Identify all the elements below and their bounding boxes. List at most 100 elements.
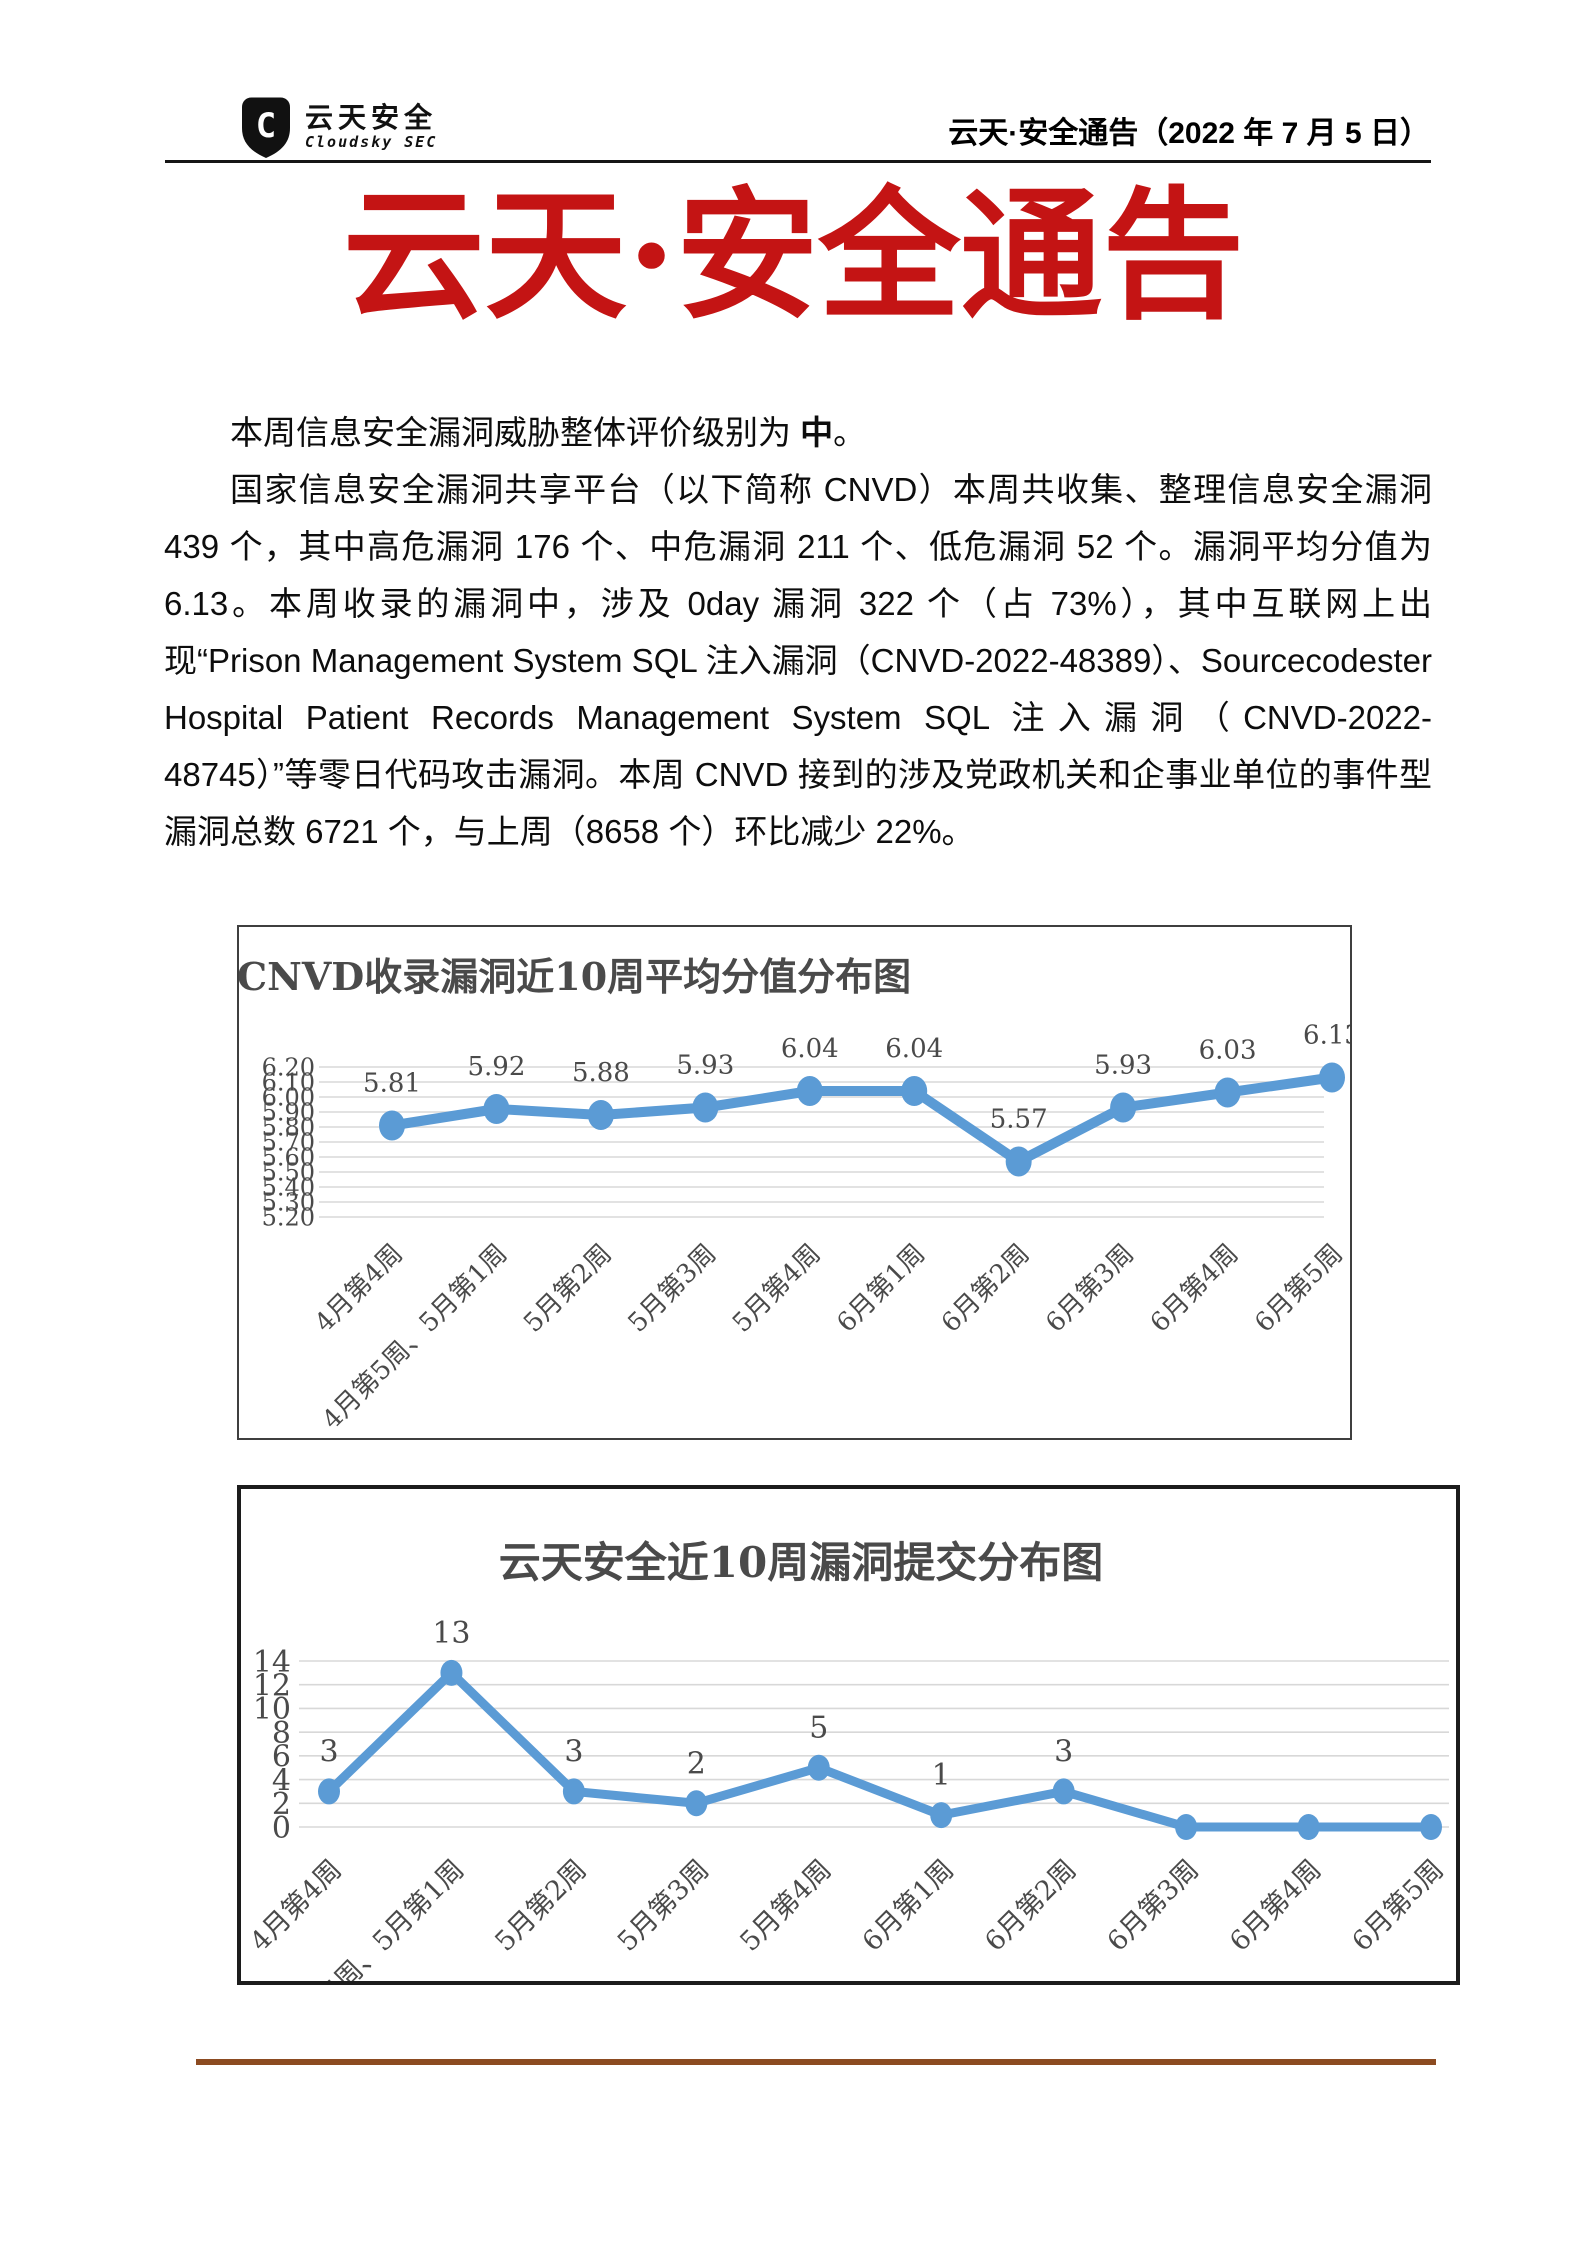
y-axis-tick-label: 5.20 <box>262 1204 315 1232</box>
data-point-marker <box>685 1790 708 1817</box>
chart-cloudsky-submissions-canvas: 云天安全近10周漏洞提交分布图141210864204月第4周4月第5周、5月第… <box>244 1538 1449 1981</box>
y-axis-tick-label: 5.80 <box>262 1114 315 1142</box>
data-point-label: 3 <box>1054 1734 1073 1769</box>
y-axis-tick-label: 8 <box>272 1716 291 1751</box>
x-axis-category-label: 5月第4周 <box>734 1854 837 1957</box>
data-point-marker <box>483 1094 510 1124</box>
rating-text-prefix: 本周信息安全漏洞威胁整体评价级别为 <box>230 414 801 451</box>
rating-value: 中 <box>800 414 834 451</box>
svg-text:C: C <box>256 106 276 146</box>
body-text: 本周信息安全漏洞威胁整体评价级别为 中。 国家信息安全漏洞共享平台（以下简称 C… <box>164 404 1432 860</box>
chart-title: CNVD收录漏洞近10周平均分值分布图 <box>239 954 911 999</box>
brand-logo: C 云天安全 Cloudsky SEC <box>237 94 437 160</box>
data-point-marker <box>562 1778 585 1805</box>
data-point-marker <box>1214 1077 1241 1108</box>
y-axis-tick-label: 5.40 <box>262 1174 315 1202</box>
y-axis-tick-label: 14 <box>253 1645 291 1680</box>
data-point-marker <box>692 1092 719 1123</box>
data-point-label: 5.92 <box>467 1052 525 1082</box>
data-point-label: 5.93 <box>1094 1051 1152 1081</box>
data-point-marker <box>930 1802 953 1829</box>
x-axis-category-label: 6月第2周 <box>979 1854 1082 1957</box>
y-axis-tick-label: 5.30 <box>262 1189 315 1217</box>
brand-text: 云天安全 Cloudsky SEC <box>305 101 438 152</box>
data-point-label: 2 <box>687 1746 706 1781</box>
x-axis-category-label: 6月第4周 <box>1145 1239 1245 1339</box>
y-axis-tick-label: 0 <box>272 1811 291 1846</box>
chart-cnvd-average-score: CNVD收录漏洞近10周平均分值分布图 6.20 6.10 6.00 5.90 5.80 5… <box>237 925 1352 1440</box>
data-point-label: 6.04 <box>885 1034 943 1064</box>
chart-title: 云天安全近10周漏洞提交分布图 <box>499 1538 1103 1587</box>
y-axis-tick-label: 6 <box>272 1740 291 1775</box>
y-axis-tick-label: 5.50 <box>262 1159 315 1187</box>
data-point-label: 3 <box>564 1734 583 1769</box>
rating-text-suffix: 。 <box>833 414 867 451</box>
data-point-marker <box>1175 1814 1198 1840</box>
data-point-label: 3 <box>319 1734 338 1769</box>
x-axis-category-label: 5月第4周 <box>727 1239 827 1339</box>
data-point-marker <box>796 1076 823 1106</box>
x-axis-category-label: 5月第2周 <box>518 1239 618 1339</box>
x-axis-category-label: 4月第5周、5月第1周 <box>317 1239 514 1436</box>
y-axis-tick-label: 4 <box>272 1763 291 1798</box>
y-axis-tick-label: 6.00 <box>262 1084 315 1112</box>
data-point-marker <box>1319 1062 1345 1093</box>
data-point-marker <box>587 1100 614 1130</box>
header-rule <box>165 160 1431 163</box>
x-axis-category-label: 6月第3周 <box>1040 1239 1140 1339</box>
x-axis-category-label: 4月第4周 <box>309 1239 409 1339</box>
x-axis-category-label: 6月第1周 <box>831 1239 931 1339</box>
data-point-marker <box>807 1754 830 1781</box>
x-axis-category-label: 5月第3周 <box>623 1239 723 1339</box>
data-line <box>387 1072 1337 1167</box>
y-axis-tick-label: 12 <box>253 1669 291 1704</box>
brand-name-cn: 云天安全 <box>305 101 438 133</box>
data-point-label: 5.57 <box>990 1105 1048 1135</box>
chart-cnvd-average-score-canvas: CNVD收录漏洞近10周平均分值分布图6.206.106.005.905.805… <box>239 954 1350 1436</box>
data-point-label: 6.04 <box>781 1034 839 1064</box>
y-axis-tick-label: 5.70 <box>262 1129 315 1157</box>
data-point-label: 5.88 <box>572 1058 630 1088</box>
data-point-label: 1 <box>932 1758 951 1793</box>
data-point-marker <box>440 1659 463 1686</box>
x-axis-category-label: 6月第4周 <box>1224 1854 1327 1957</box>
data-point-marker <box>1005 1146 1032 1177</box>
data-point-label: 5.93 <box>676 1051 734 1081</box>
x-axis-category-label: 6月第5周 <box>1346 1854 1449 1957</box>
data-point-marker <box>901 1076 928 1106</box>
main-title: 云天·安全通告 <box>342 173 1245 339</box>
data-point-marker <box>1420 1814 1442 1840</box>
data-point-label: 6.13 <box>1303 1021 1350 1051</box>
y-axis-tick-label: 6.20 <box>262 1054 315 1082</box>
x-axis-category-label: 4月第4周 <box>244 1854 347 1957</box>
data-point-label: 5.81 <box>363 1069 421 1099</box>
cloudsky-shield-icon: C <box>242 97 290 158</box>
data-point-marker <box>1110 1092 1137 1123</box>
header-doc-title: 云天·安全通告（2022 年 7 月 5 日） <box>948 117 1430 150</box>
y-axis-tick-label: 5.60 <box>262 1144 315 1172</box>
x-axis-category-label: 6月第1周 <box>857 1854 960 1957</box>
data-point-marker <box>318 1778 340 1805</box>
x-axis-category-label: 5月第3周 <box>612 1854 715 1957</box>
brand-name-en: Cloudsky SEC <box>305 133 438 152</box>
y-axis-tick-label: 5.90 <box>262 1099 315 1127</box>
x-axis-category-label: 6月第2周 <box>936 1239 1036 1339</box>
x-axis-category-label: 6月第3周 <box>1102 1854 1205 1957</box>
data-point-label: 6.03 <box>1199 1036 1257 1066</box>
paragraph-cnvd-summary: 国家信息安全漏洞共享平台（以下简称 CNVD）本周共收集、整理信息安全漏洞 43… <box>164 471 1432 850</box>
paragraph-overall-rating: 本周信息安全漏洞威胁整体评价级别为 中。 <box>164 404 1432 461</box>
data-line <box>324 1668 1436 1832</box>
data-point-marker <box>379 1110 405 1141</box>
data-point-marker <box>1297 1814 1320 1840</box>
chart-cloudsky-submissions: 云天安全近10周漏洞提交分布图 14 12 10 8 6 4 2 0 4月第4周 4月第5周、5月第… <box>237 1485 1460 1985</box>
x-axis-category-label: 6月第5周 <box>1249 1239 1349 1339</box>
y-axis-tick-label: 2 <box>272 1787 291 1822</box>
data-point-label: 13 <box>432 1616 470 1651</box>
footer-rule <box>196 2059 1436 2065</box>
data-point-label: 5 <box>809 1711 828 1746</box>
y-axis-tick-label: 6.10 <box>262 1069 315 1097</box>
y-axis-tick-label: 10 <box>253 1692 291 1727</box>
data-point-marker <box>1052 1778 1075 1805</box>
x-axis-category-label: 5月第2周 <box>489 1854 592 1957</box>
